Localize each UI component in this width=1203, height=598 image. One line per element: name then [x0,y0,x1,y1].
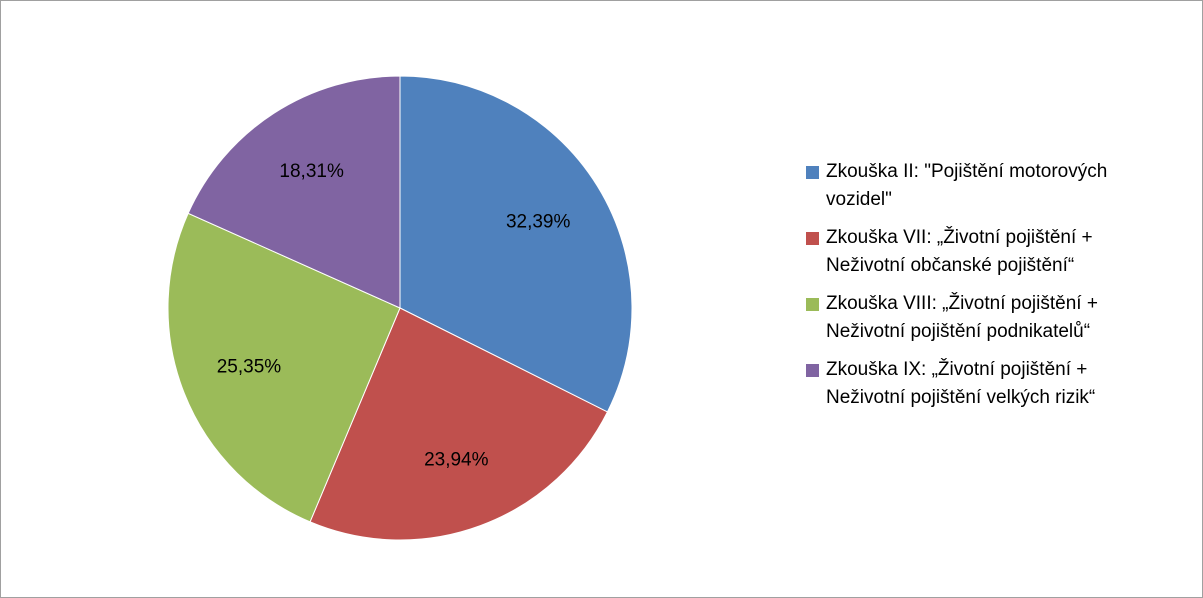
legend-item: Zkouška VII: „Životní pojištění + Neživo… [806,224,1166,280]
legend-label: Zkouška VII: „Životní pojištění + Neživo… [826,227,1093,276]
legend-label: Zkouška VIII: „Životní pojištění + Neživ… [826,293,1098,342]
legend-item: Zkouška VIII: „Životní pojištění + Neživ… [806,290,1166,346]
data-label: 25,35% [217,357,282,378]
pie-slice [167,212,401,523]
legend-item: Zkouška II: "Pojištění motorových vozide… [806,158,1166,214]
legend-label: Zkouška II: "Pojištění motorových vozide… [826,161,1108,210]
pie-slice [187,75,401,309]
data-label: 32,39% [506,212,571,233]
legend-swatch [806,166,819,179]
legend-swatch [806,298,819,311]
legend-swatch [806,364,819,377]
legend: Zkouška II: "Pojištění motorových vozide… [806,158,1166,422]
legend-item: Zkouška IX: „Životní pojištění + Neživot… [806,356,1166,412]
data-label: 18,31% [279,161,344,182]
legend-label: Zkouška IX: „Životní pojištění + Neživot… [826,359,1096,408]
pie-slice [309,307,609,541]
data-label: 23,94% [424,449,489,470]
legend-swatch [806,232,819,245]
pie-slice [399,75,633,413]
